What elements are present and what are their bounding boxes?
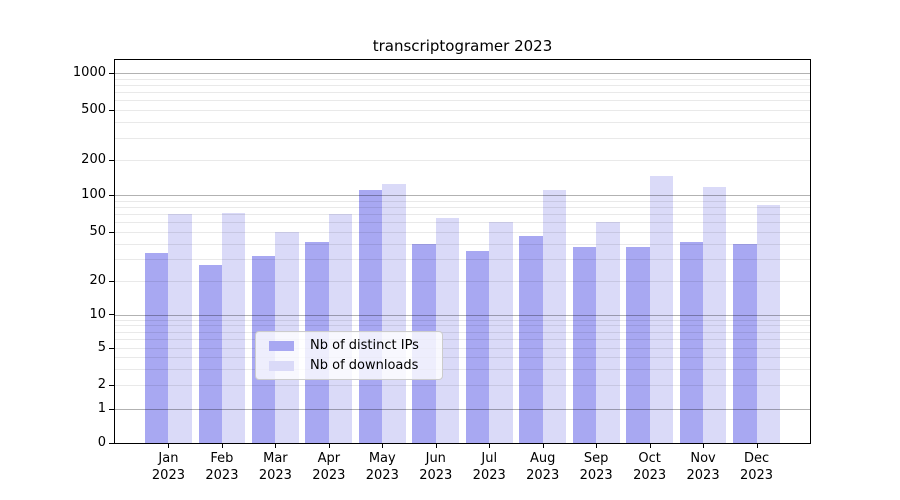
x-tick-mark bbox=[703, 444, 705, 448]
bar-downloads bbox=[703, 186, 727, 443]
x-tick-label: May 2023 bbox=[365, 451, 399, 483]
y-tick-label: 200 bbox=[81, 152, 106, 167]
y-tick-mark bbox=[109, 408, 114, 410]
bar-downloads bbox=[596, 222, 620, 443]
bar-distinct-ips bbox=[519, 235, 543, 443]
y-tick-label: 2 bbox=[97, 377, 106, 392]
x-tick-label: Feb 2023 bbox=[205, 451, 239, 483]
x-tick-label: Apr 2023 bbox=[312, 451, 346, 483]
y-tick-mark bbox=[109, 314, 114, 316]
chart-title: transcriptogramer 2023 bbox=[372, 37, 553, 55]
x-tick-mark bbox=[382, 444, 384, 448]
x-tick-label: Sep 2023 bbox=[579, 451, 613, 483]
bar-downloads bbox=[756, 205, 780, 443]
x-tick-label: Jan 2023 bbox=[151, 451, 185, 483]
legend-label-distinct-ips: Nb of distinct IPs bbox=[310, 338, 419, 353]
bar-distinct-ips bbox=[626, 246, 650, 443]
bar-downloads bbox=[328, 214, 353, 443]
plot-area bbox=[115, 60, 810, 443]
x-tick-mark bbox=[756, 444, 758, 448]
bar-downloads bbox=[435, 218, 460, 443]
x-tick-label: Aug 2023 bbox=[526, 451, 560, 483]
bar-distinct-ips bbox=[145, 252, 169, 443]
y-tick-label: 5 bbox=[97, 340, 106, 355]
y-tick-label: 50 bbox=[89, 224, 106, 240]
y-tick-mark bbox=[109, 72, 114, 74]
x-tick-mark bbox=[168, 444, 170, 448]
x-tick-label: Mar 2023 bbox=[258, 451, 292, 483]
y-tick-mark bbox=[109, 280, 114, 282]
legend-label-downloads: Nb of downloads bbox=[310, 358, 419, 373]
x-tick-label: Nov 2023 bbox=[686, 451, 720, 483]
y-tick-label: 1 bbox=[97, 401, 106, 417]
bar-downloads bbox=[168, 214, 192, 443]
y-tick-mark bbox=[109, 159, 114, 161]
x-tick-label: Jun 2023 bbox=[419, 451, 453, 483]
bar-downloads bbox=[649, 175, 673, 443]
legend: Nb of distinct IPs Nb of downloads bbox=[255, 331, 443, 380]
x-tick-mark bbox=[328, 444, 330, 448]
legend-row-downloads: Nb of downloads bbox=[256, 357, 442, 374]
y-tick-mark bbox=[109, 442, 114, 444]
bar-distinct-ips bbox=[733, 244, 757, 443]
x-tick-mark bbox=[221, 444, 223, 448]
plot-spines bbox=[114, 59, 811, 444]
y-tick-label: 10 bbox=[89, 306, 106, 322]
y-tick-mark bbox=[109, 347, 114, 349]
y-tick-label: 0 bbox=[97, 435, 106, 450]
y-tick-mark bbox=[109, 384, 114, 386]
bar-downloads bbox=[542, 190, 567, 443]
bar-distinct-ips bbox=[679, 241, 704, 443]
y-tick-label: 100 bbox=[81, 187, 106, 202]
x-tick-label: Dec 2023 bbox=[739, 451, 774, 483]
legend-swatch-downloads bbox=[269, 360, 294, 371]
x-tick-label: Jul 2023 bbox=[472, 451, 506, 483]
bar-distinct-ips bbox=[465, 251, 490, 443]
bar-downloads bbox=[489, 222, 513, 443]
x-tick-mark bbox=[489, 444, 491, 448]
x-tick-mark bbox=[275, 444, 277, 448]
y-tick-mark bbox=[109, 231, 114, 233]
y-tick-label: 500 bbox=[81, 102, 106, 117]
y-tick-mark bbox=[109, 194, 114, 196]
x-tick-mark bbox=[596, 444, 598, 448]
y-tick-label: 20 bbox=[89, 273, 106, 288]
legend-row-distinct-ips: Nb of distinct IPs bbox=[256, 337, 442, 354]
bar-distinct-ips bbox=[572, 246, 597, 443]
x-tick-mark bbox=[435, 444, 437, 448]
legend-swatch-distinct-ips bbox=[269, 340, 294, 351]
bar-distinct-ips bbox=[198, 265, 222, 443]
x-tick-mark bbox=[542, 444, 544, 448]
x-tick-mark bbox=[649, 444, 651, 448]
y-tick-mark bbox=[109, 109, 114, 111]
y-tick-label: 1000 bbox=[72, 65, 106, 81]
x-tick-label: Oct 2023 bbox=[633, 451, 667, 483]
bar-downloads bbox=[221, 212, 246, 443]
